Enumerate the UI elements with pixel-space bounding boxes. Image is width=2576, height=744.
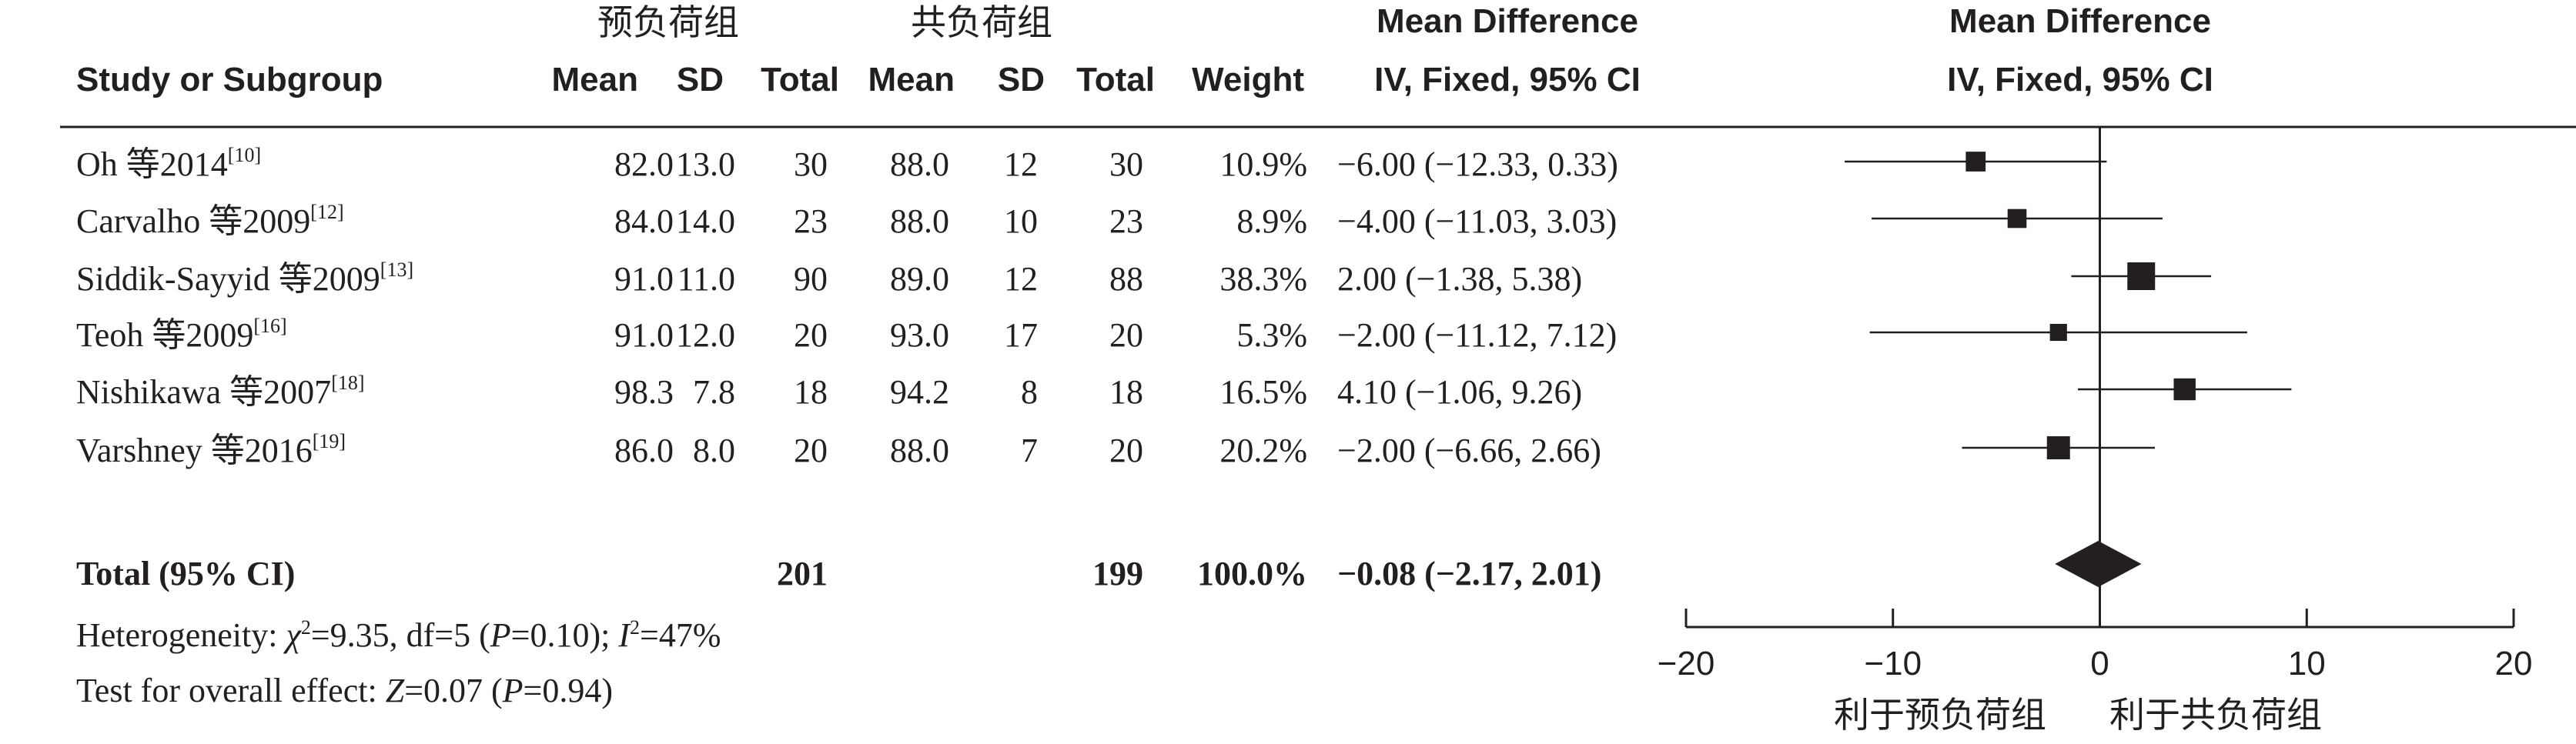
study-label: Oh 等2014[10] bbox=[76, 144, 261, 183]
cell-mean2: 88.0 bbox=[890, 432, 949, 469]
cell-sd1: 7.8 bbox=[693, 373, 735, 411]
cell-weight: 10.9% bbox=[1219, 145, 1307, 183]
table-row: Teoh 等2009[16] 91.0 12.0 20 93.0 17 20 5.3% −2.0… bbox=[76, 315, 1617, 354]
cell-total1: 18 bbox=[794, 373, 828, 411]
sd1-header: SD bbox=[677, 61, 724, 98]
group2-header: 共负荷组 bbox=[911, 2, 1052, 43]
favours-right-label: 利于共负荷组 bbox=[2109, 694, 2322, 736]
table-row: Siddik-Sayyid 等2009[13] 91.0 11.0 90 89.0 12 8… bbox=[76, 259, 1582, 298]
md-method-header: IV, Fixed, 95% CI bbox=[1374, 61, 1641, 98]
cell-sd1: 13.0 bbox=[676, 145, 735, 183]
cell-total1: 20 bbox=[794, 432, 828, 469]
cell-sd1: 11.0 bbox=[677, 260, 735, 298]
md-title-header: Mean Difference bbox=[1377, 2, 1638, 40]
study-label: Nishikawa 等2007[18] bbox=[76, 372, 365, 411]
cell-total2: 30 bbox=[1109, 145, 1143, 183]
x-tick-label: 20 bbox=[2495, 645, 2533, 682]
study-label: Siddik-Sayyid 等2009[13] bbox=[76, 259, 413, 298]
group1-header: 预负荷组 bbox=[597, 2, 739, 43]
cell-total1: 20 bbox=[794, 316, 828, 354]
total1-header: Total bbox=[761, 61, 839, 98]
cell-total2: 18 bbox=[1109, 373, 1143, 411]
cell-ci: −6.00 (−12.33, 0.33) bbox=[1337, 145, 1618, 183]
cell-mean2: 88.0 bbox=[890, 145, 949, 183]
cell-mean1: 82.0 bbox=[614, 145, 674, 183]
cell-ci: 4.10 (−1.06, 9.26) bbox=[1337, 373, 1582, 411]
sd2-header: SD bbox=[998, 61, 1045, 98]
effect-square bbox=[2173, 378, 2196, 401]
table-row: Oh 等2014[10] 82.0 13.0 30 88.0 12 30 10.9% −6.00… bbox=[76, 144, 1618, 183]
table-row: Carvalho 等2009[12] 84.0 14.0 23 88.0 10 23 8.9%… bbox=[76, 201, 1617, 240]
x-tick-label: −10 bbox=[1864, 645, 1922, 682]
plot-method-header: IV, Fixed, 95% CI bbox=[1947, 61, 2213, 98]
heterogeneity-text: Heterogeneity: χ2=9.35, df=5 (P=0.10); I… bbox=[76, 616, 721, 654]
cell-total1: 90 bbox=[794, 260, 828, 298]
cell-weight: 38.3% bbox=[1219, 260, 1307, 298]
total-total2: 199 bbox=[1092, 555, 1143, 592]
cell-sd2: 12 bbox=[1004, 145, 1038, 183]
cell-sd2: 7 bbox=[1021, 432, 1038, 469]
cell-sd2: 12 bbox=[1004, 260, 1038, 298]
cell-weight: 20.2% bbox=[1219, 432, 1307, 469]
weight-header: Weight bbox=[1192, 61, 1304, 98]
study-label: Varshney 等2016[19] bbox=[76, 430, 346, 469]
x-tick-label: 0 bbox=[2090, 645, 2109, 682]
effect-square bbox=[2049, 323, 2067, 342]
cell-sd1: 8.0 bbox=[693, 432, 735, 469]
cell-weight: 5.3% bbox=[1236, 316, 1307, 354]
cell-mean2: 94.2 bbox=[890, 373, 949, 411]
effect-square bbox=[2046, 436, 2070, 459]
forest-plot: −20 −10 0 10 20 bbox=[1658, 127, 2533, 682]
cell-total2: 88 bbox=[1109, 260, 1143, 298]
study-label: Carvalho 等2009[12] bbox=[76, 201, 344, 240]
total-row: Total (95% CI) 201 199 100.0% −0.08 (−2.… bbox=[76, 555, 1601, 592]
cell-sd2: 17 bbox=[1004, 316, 1038, 354]
cell-total2: 20 bbox=[1109, 432, 1143, 469]
effect-square bbox=[2127, 262, 2156, 290]
plot-title-header: Mean Difference bbox=[1949, 2, 2211, 40]
study-column-header: Study or Subgroup bbox=[76, 61, 383, 98]
cell-ci: −2.00 (−6.66, 2.66) bbox=[1337, 432, 1601, 469]
cell-mean2: 88.0 bbox=[890, 202, 949, 240]
cell-mean1: 84.0 bbox=[614, 202, 674, 240]
mean2-header: Mean bbox=[868, 61, 955, 98]
cell-sd1: 14.0 bbox=[676, 202, 735, 240]
table-row: Varshney 等2016[19] 86.0 8.0 20 88.0 7 20 20.2% −… bbox=[76, 430, 1601, 469]
cell-sd2: 8 bbox=[1021, 373, 1038, 411]
study-label: Teoh 等2009[16] bbox=[76, 315, 287, 354]
cell-total2: 20 bbox=[1109, 316, 1143, 354]
effect-square bbox=[1965, 152, 1986, 172]
study-rows: Oh 等2014[10] 82.0 13.0 30 88.0 12 30 10.9% −6.00… bbox=[76, 144, 1618, 469]
total-weight: 100.0% bbox=[1197, 555, 1307, 592]
total-label: Total (95% CI) bbox=[76, 555, 295, 592]
cell-mean2: 89.0 bbox=[890, 260, 949, 298]
cell-total1: 23 bbox=[794, 202, 828, 240]
favours-left-label: 利于预负荷组 bbox=[1834, 694, 2046, 736]
cell-mean1: 98.3 bbox=[614, 373, 674, 411]
cell-sd2: 10 bbox=[1004, 202, 1038, 240]
pooled-diamond bbox=[2055, 541, 2142, 587]
cell-sd1: 12.0 bbox=[676, 316, 735, 354]
effect-square bbox=[2007, 209, 2027, 229]
cell-ci: −4.00 (−11.03, 3.03) bbox=[1337, 202, 1617, 240]
cell-total2: 23 bbox=[1109, 202, 1143, 240]
cell-weight: 16.5% bbox=[1219, 373, 1307, 411]
x-tick-label: 10 bbox=[2288, 645, 2326, 682]
total-ci: −0.08 (−2.17, 2.01) bbox=[1337, 555, 1601, 592]
cell-mean1: 91.0 bbox=[614, 260, 674, 298]
cell-mean1: 91.0 bbox=[614, 316, 674, 354]
cell-ci: −2.00 (−11.12, 7.12) bbox=[1337, 316, 1617, 354]
total2-header: Total bbox=[1076, 61, 1155, 98]
table-row: Nishikawa 等2007[18] 98.3 7.8 18 94.2 8 18 16.5%… bbox=[76, 372, 1582, 411]
cell-total1: 30 bbox=[794, 145, 828, 183]
cell-weight: 8.9% bbox=[1236, 202, 1307, 240]
overall-effect-text: Test for overall effect: Z=0.07 (P=0.94) bbox=[76, 672, 613, 709]
cell-mean2: 93.0 bbox=[890, 316, 949, 354]
total-total1: 201 bbox=[777, 555, 828, 592]
cell-mean1: 86.0 bbox=[614, 432, 674, 469]
cell-ci: 2.00 (−1.38, 5.38) bbox=[1337, 260, 1582, 298]
mean1-header: Mean bbox=[552, 61, 638, 98]
x-tick-label: −20 bbox=[1658, 645, 1715, 682]
